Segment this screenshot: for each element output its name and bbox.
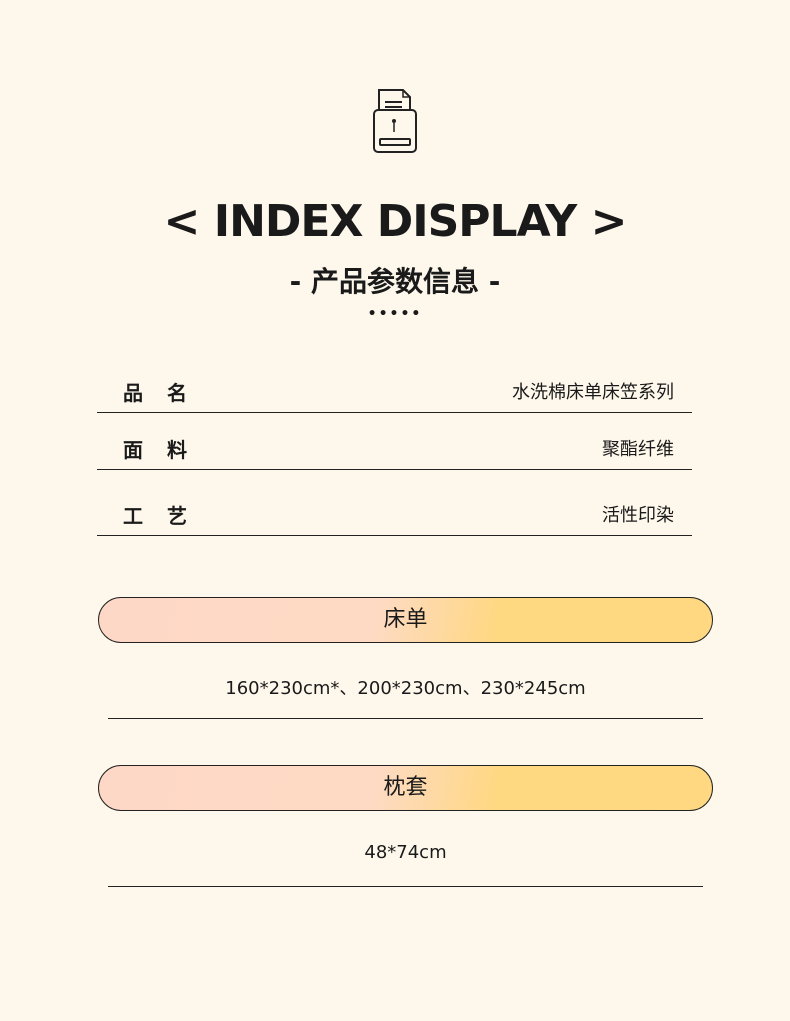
param-value: 活性印染	[602, 505, 674, 526]
param-label: 工艺	[123, 504, 211, 528]
section-header-pillowcase: 枕套	[98, 765, 713, 811]
page-subtitle: - 产品参数信息 -	[289, 265, 501, 298]
param-row-name: 品名 水洗棉床单床笠系列	[97, 372, 692, 413]
dots-divider: •••••	[367, 306, 423, 322]
param-label: 品名	[123, 381, 211, 405]
section-header-bedsheet: 床单	[98, 597, 713, 643]
param-row-craft: 工艺 活性印染	[97, 495, 692, 536]
param-value: 水洗棉床单床笠系列	[512, 382, 674, 403]
bedsheet-sizes: 160*230cm*、200*230cm、230*245cm	[108, 674, 703, 719]
pillowcase-sizes: 48*74cm	[108, 842, 703, 887]
document-box-icon	[373, 89, 417, 153]
param-value: 聚酯纤维	[602, 439, 674, 460]
param-label: 面料	[123, 438, 211, 462]
page-title: < INDEX DISPLAY >	[163, 196, 628, 247]
param-row-fabric: 面料 聚酯纤维	[97, 429, 692, 470]
